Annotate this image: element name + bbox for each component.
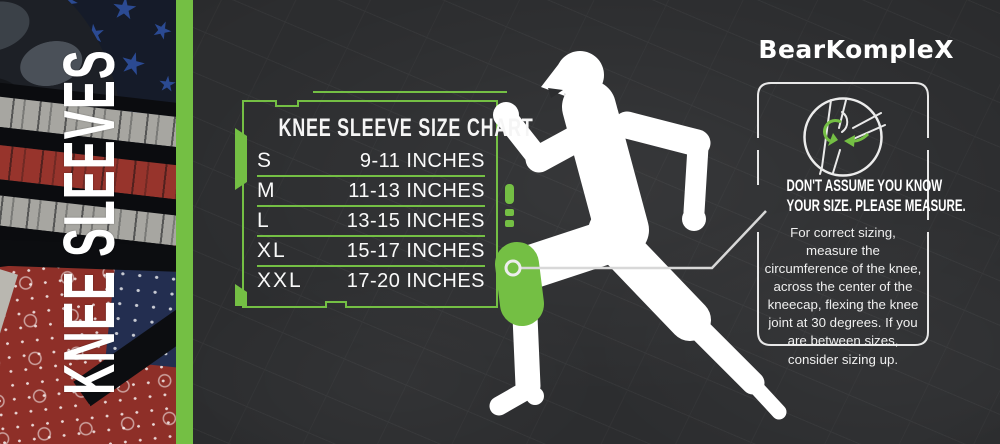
row-separator [257,205,485,207]
size-row: S 9-11 INCHES [257,148,485,174]
size-range: 9-11 INCHES [359,149,485,172]
size-chart: S 9-11 INCHES M 11-13 INCHES L 13-15 INC… [257,148,485,294]
measure-panel-body: For correct sizing, measure the circumfe… [764,225,922,367]
row-separator [257,175,485,177]
star-shape [158,75,176,94]
size-range: 17-20 INCHES [346,269,485,292]
size-range: 11-13 INCHES [348,179,485,202]
size-chart-title: KNEE SLEEVE SIZE CHART [278,114,534,142]
heading-line-2: YOUR SIZE. PLEASE MEASURE. [786,196,966,216]
sidebar-vertical-title: KNEE SLEEVES [50,49,130,395]
size-range: 15-17 INCHES [346,239,485,262]
brand-logo: BearKompleX [758,35,954,64]
size-label: L [257,209,271,232]
row-separator [257,235,485,237]
star-shape [149,18,174,43]
size-row: L 13-15 INCHES [257,208,485,234]
star-shape [111,0,137,22]
grey-fabric-wedge [0,254,18,357]
size-label: S [257,149,274,172]
heading-line-1: DON'T ASSUME YOU KNOW [786,176,943,195]
size-label: XXL [257,269,303,292]
size-label: XL [257,239,287,262]
size-row: XL 15-17 INCHES [257,238,485,264]
size-row: XXL 17-20 INCHES [257,268,485,294]
size-row: M 11-13 INCHES [257,178,485,204]
product-photo-sidebar: KNEE SLEEVES [0,0,176,444]
size-label: M [257,179,277,202]
measure-panel-heading: DON'T ASSUME YOU KNOW YOUR SIZE. PLEASE … [786,176,966,216]
green-divider-stripe [176,0,193,444]
row-separator [257,265,485,267]
size-range: 13-15 INCHES [346,209,485,232]
